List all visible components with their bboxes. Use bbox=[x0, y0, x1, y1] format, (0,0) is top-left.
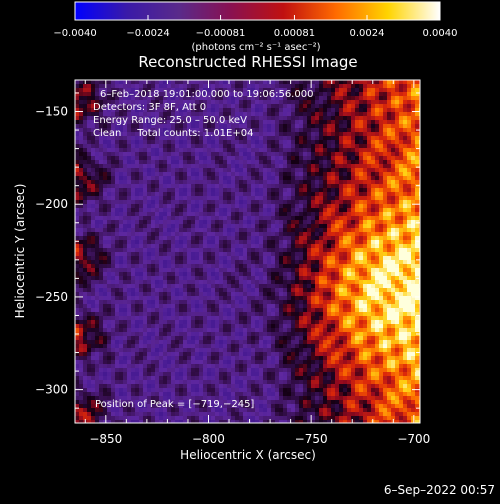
annotation-energy-range: Energy Range: 25.0 – 50.0 keV bbox=[93, 115, 247, 126]
y-tick-label: −150 bbox=[35, 105, 68, 119]
colorbar-tick-label: −0.00081 bbox=[196, 28, 246, 39]
x-tick-label: −750 bbox=[295, 432, 328, 446]
y-tick-label: −250 bbox=[35, 290, 68, 304]
chart-title: Reconstructed RHESSI Image bbox=[138, 53, 357, 71]
annotation-method-counts: Clean Total counts: 1.01E+04 bbox=[93, 128, 253, 139]
y-axis-label: Heliocentric Y (arcsec) bbox=[13, 184, 27, 319]
x-tick-label: −700 bbox=[397, 432, 430, 446]
colorbar-tick-label: −0.0040 bbox=[53, 28, 96, 39]
colorbar-unit-label: (photons cm⁻² s⁻¹ asec⁻²) bbox=[191, 42, 320, 53]
x-tick-label: −800 bbox=[192, 432, 225, 446]
colorbar: −0.0040 −0.0024 −0.00081 0.00081 0.0024 0.004… bbox=[53, 2, 457, 53]
footer-timestamp: 6–Sep–2022 00:57 bbox=[384, 483, 495, 497]
colorbar-tick-label: 0.0040 bbox=[423, 28, 458, 39]
colorbar-tick-label: 0.0024 bbox=[350, 28, 385, 39]
y-tick-label: −300 bbox=[35, 383, 68, 397]
colorbar-scale bbox=[75, 2, 440, 20]
colorbar-tick-label: −0.0024 bbox=[126, 28, 169, 39]
annotation-detectors: Detectors: 3F 8F, Att 0 bbox=[93, 102, 206, 113]
annotation-time-range: 6–Feb–2018 19:01:00.000 to 19:06:56.000 bbox=[100, 89, 313, 100]
x-axis-label: Heliocentric X (arcsec) bbox=[180, 448, 316, 462]
annotation-peak: Position of Peak = [−719,−245] bbox=[95, 399, 254, 410]
colorbar-tick-label: 0.00081 bbox=[274, 28, 315, 39]
x-tick-label: −850 bbox=[89, 432, 122, 446]
y-tick-label: −200 bbox=[35, 197, 68, 211]
